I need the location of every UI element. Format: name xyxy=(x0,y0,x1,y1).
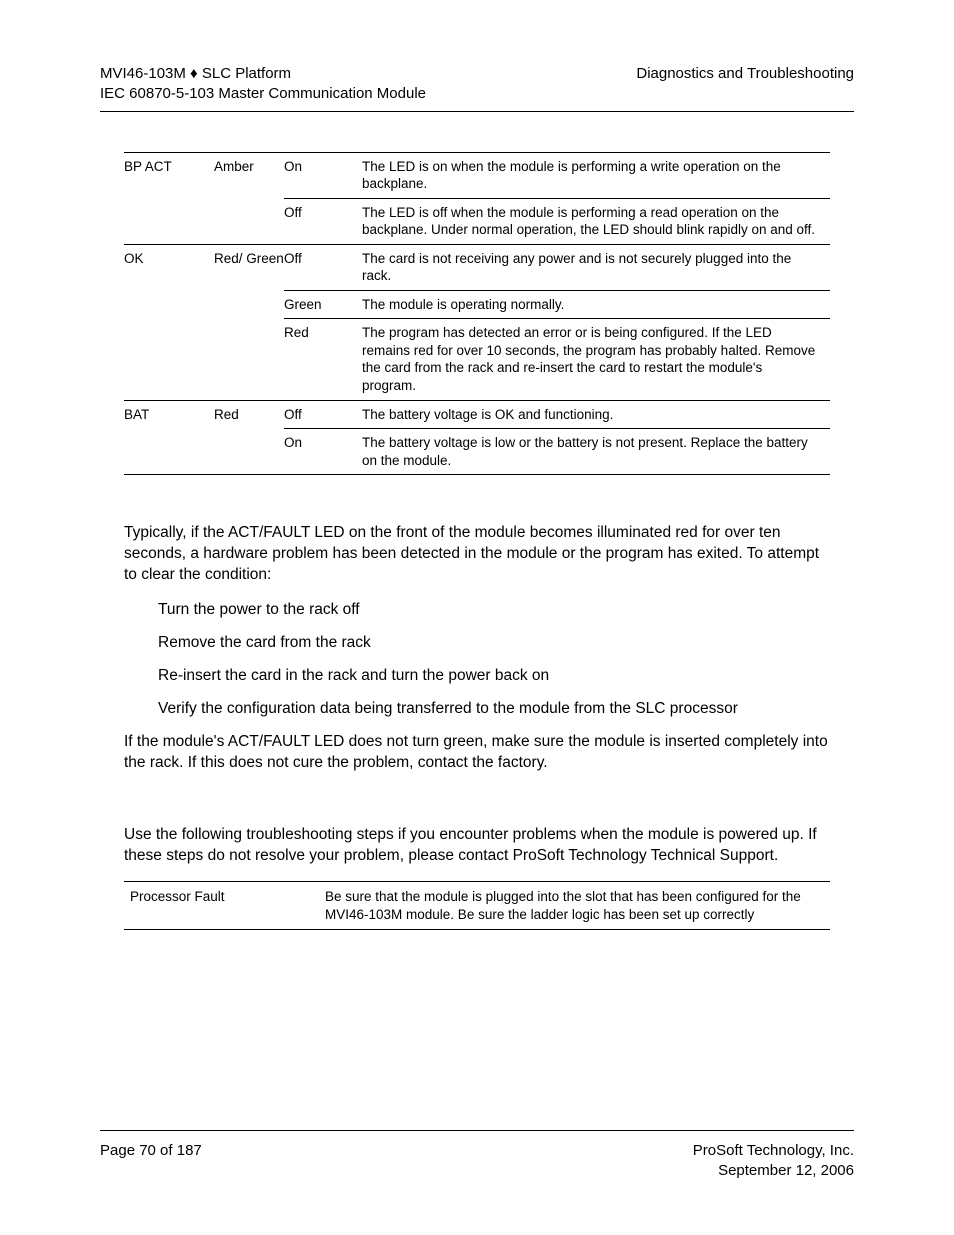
led-name xyxy=(124,204,214,239)
page-footer: Page 70 of 187 ProSoft Technology, Inc. … xyxy=(100,1130,854,1182)
paragraph: Use the following troubleshooting steps … xyxy=(124,825,830,867)
led-state: Off xyxy=(284,250,362,285)
led-description: The battery voltage is low or the batter… xyxy=(362,434,824,469)
led-row: OffThe LED is off when the module is per… xyxy=(124,199,830,244)
led-color xyxy=(214,324,284,394)
led-color xyxy=(214,204,284,239)
step-item: Re-insert the card in the rack and turn … xyxy=(158,666,830,687)
header-right-line1: Diagnostics and Troubleshooting xyxy=(636,64,854,84)
led-row: OnThe battery voltage is low or the batt… xyxy=(124,429,830,474)
led-name xyxy=(124,434,214,469)
error-section: Use the following troubleshooting steps … xyxy=(124,825,830,930)
led-description: The program has detected an error or is … xyxy=(362,324,824,394)
led-color: Red/ Green xyxy=(214,250,284,285)
led-group: BATRedOffThe battery voltage is OK and f… xyxy=(124,400,830,475)
footer-date: September 12, 2006 xyxy=(693,1161,854,1181)
led-status-table: BP ACTAmberOnThe LED is on when the modu… xyxy=(124,152,830,476)
led-color: Amber xyxy=(214,158,284,193)
header-left-line1: MVI46-103M ♦ SLC Platform xyxy=(100,64,426,84)
led-description: The card is not receiving any power and … xyxy=(362,250,824,285)
led-name: OK xyxy=(124,250,214,285)
footer-page-number: Page 70 of 187 xyxy=(100,1141,202,1182)
led-description: The LED is on when the module is perform… xyxy=(362,158,824,193)
led-color xyxy=(214,296,284,314)
led-description: The LED is off when the module is perfor… xyxy=(362,204,824,239)
error-row: Processor FaultBe sure that the module i… xyxy=(124,882,830,929)
page-header: MVI46-103M ♦ SLC Platform IEC 60870-5-10… xyxy=(100,64,854,105)
step-item: Remove the card from the rack xyxy=(158,633,830,654)
led-row: BATRedOffThe battery voltage is OK and f… xyxy=(124,401,830,429)
led-name: BAT xyxy=(124,406,214,424)
led-state: On xyxy=(284,158,362,193)
led-state: Green xyxy=(284,296,362,314)
paragraph: If the module's ACT/FAULT LED does not t… xyxy=(124,732,830,774)
body-content: Typically, if the ACT/FAULT LED on the f… xyxy=(124,523,830,773)
led-row: GreenThe module is operating normally. xyxy=(124,291,830,319)
step-item: Verify the configuration data being tran… xyxy=(158,699,830,720)
step-item: Turn the power to the rack off xyxy=(158,600,830,621)
paragraph: Typically, if the ACT/FAULT LED on the f… xyxy=(124,523,830,586)
led-name xyxy=(124,296,214,314)
led-name xyxy=(124,324,214,394)
led-color: Red xyxy=(214,406,284,424)
header-left-line2: IEC 60870-5-103 Master Communication Mod… xyxy=(100,84,426,104)
led-row: OKRed/ GreenOffThe card is not receiving… xyxy=(124,245,830,290)
led-state: Red xyxy=(284,324,362,394)
led-group: BP ACTAmberOnThe LED is on when the modu… xyxy=(124,153,830,244)
led-row: RedThe program has detected an error or … xyxy=(124,319,830,399)
led-state: On xyxy=(284,434,362,469)
led-state: Off xyxy=(284,406,362,424)
led-description: The battery voltage is OK and functionin… xyxy=(362,406,824,424)
led-color xyxy=(214,434,284,469)
led-state: Off xyxy=(284,204,362,239)
footer-company: ProSoft Technology, Inc. xyxy=(693,1141,854,1161)
led-row: BP ACTAmberOnThe LED is on when the modu… xyxy=(124,153,830,198)
error-condition: Processor Fault xyxy=(130,888,325,923)
led-description: The module is operating normally. xyxy=(362,296,824,314)
error-table: Processor FaultBe sure that the module i… xyxy=(124,881,830,930)
error-action: Be sure that the module is plugged into … xyxy=(325,888,824,923)
header-rule xyxy=(100,111,854,112)
led-group: OKRed/ GreenOffThe card is not receiving… xyxy=(124,244,830,400)
step-list: Turn the power to the rack off Remove the… xyxy=(158,600,830,720)
led-name: BP ACT xyxy=(124,158,214,193)
footer-rule xyxy=(100,1130,854,1131)
